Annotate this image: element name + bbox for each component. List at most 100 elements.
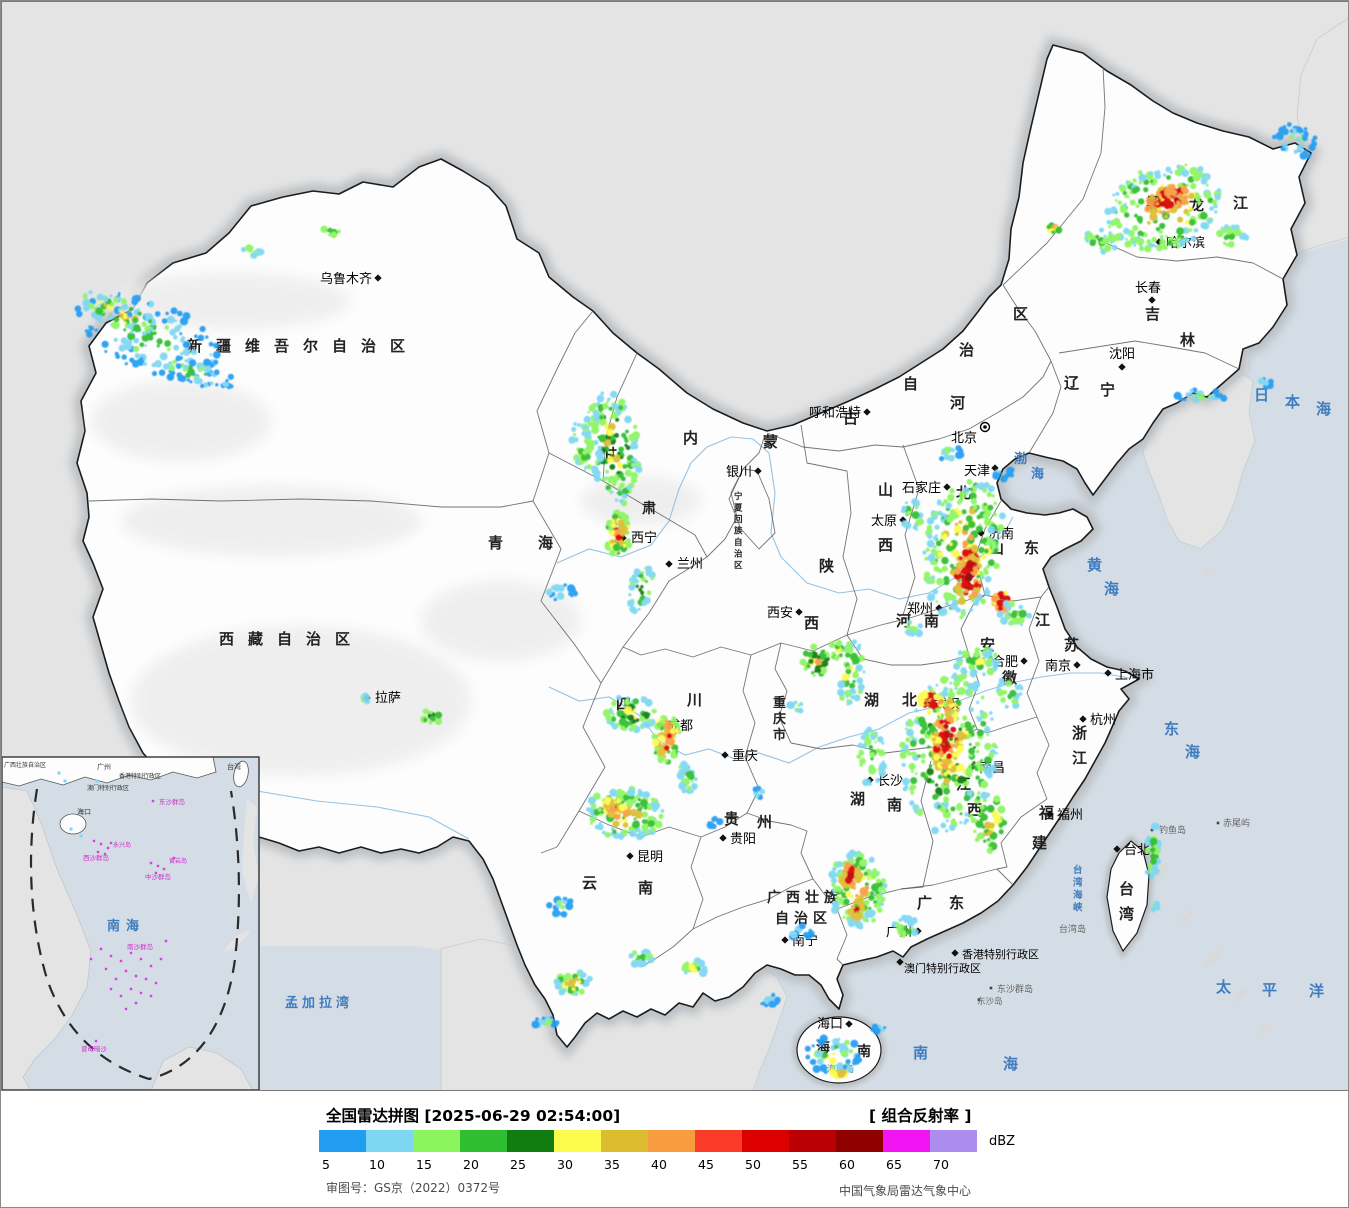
map-label: 海	[1031, 466, 1044, 482]
china-landmass	[76, 44, 1312, 1084]
radar-cluster	[939, 445, 965, 462]
city-marker	[1073, 661, 1081, 669]
city-label: 重庆	[732, 748, 758, 764]
radar-cluster	[676, 760, 698, 795]
city-label: 福州	[1057, 808, 1083, 823]
radar-cluster	[1272, 122, 1318, 160]
map-label: 孟加拉湾	[285, 995, 353, 1011]
city-marker	[896, 958, 904, 966]
map-label: 台	[1119, 880, 1134, 898]
radar-cluster	[360, 692, 371, 705]
radar-cluster	[1084, 227, 1118, 255]
radar-cluster	[996, 600, 1033, 627]
map-label: 青	[488, 534, 503, 552]
island-dot-layer	[977, 821, 1220, 1002]
map-label: 辽	[1064, 374, 1079, 392]
map-label: 湖	[850, 790, 865, 808]
map-label: 东沙岛	[977, 996, 1003, 1007]
map-label: 西沙群岛	[83, 853, 109, 862]
map-label: 广	[917, 894, 932, 912]
radar-cluster	[804, 1034, 863, 1074]
radar-cluster	[1216, 224, 1250, 248]
city-label: 上海市	[1115, 667, 1154, 683]
map-label: 太	[1216, 978, 1232, 996]
nine-dash-line	[29, 788, 241, 1081]
map-label: 南	[913, 1044, 928, 1062]
map-label: 夏	[733, 504, 743, 514]
radar-cluster	[837, 639, 866, 706]
map-label: 苏	[1064, 636, 1079, 654]
city-marker	[665, 560, 673, 568]
map-label: 宁	[734, 491, 743, 502]
map-label: 东	[1164, 720, 1179, 738]
city-marker	[374, 274, 382, 282]
legend-swatch-30	[554, 1130, 601, 1152]
map-label: 新疆维吾尔自治区	[187, 337, 419, 355]
radar-cluster	[828, 639, 845, 661]
city-marker	[943, 483, 951, 491]
map-label: 市	[773, 727, 786, 743]
radar-center-credit: 中国气象局雷达气象中心	[839, 1184, 972, 1198]
radar-cluster	[568, 422, 605, 479]
map-label: 北	[902, 691, 917, 709]
city-marker	[1079, 715, 1087, 723]
map-label: 回	[734, 515, 743, 525]
map-label: 州	[756, 813, 772, 831]
city-marker	[1020, 657, 1028, 665]
radar-cluster	[546, 896, 574, 918]
radar-cluster	[995, 677, 1024, 710]
legend-swatch-15	[413, 1130, 460, 1152]
radar-cluster	[786, 700, 804, 714]
china-radar-map-canvas: 新疆维吾尔自治区西藏自治区青海甘肃内蒙古自治区宁夏回族自治区陕西山西河北山东河南…	[1, 1, 1348, 1091]
map-label: 治	[959, 341, 974, 359]
map-approval-number: 审图号：GS京（2022）0372号	[326, 1181, 500, 1195]
map-label: 南	[887, 796, 902, 814]
map-label: 蒙	[763, 433, 778, 451]
map-label: 贵	[724, 810, 739, 828]
legend-swatch-35	[601, 1130, 648, 1152]
radar-cluster	[922, 479, 1006, 620]
radar-cluster	[601, 796, 627, 818]
map-frame	[1, 1, 1348, 1091]
legend-tick: 45	[698, 1157, 714, 1172]
legend-swatch-60	[836, 1130, 883, 1152]
city-marker	[1104, 669, 1112, 677]
radar-cluster	[1046, 222, 1063, 235]
city-label: 兰州	[677, 557, 703, 572]
city-label: 呼和浩特	[809, 406, 861, 421]
map-label: 重	[773, 695, 786, 711]
map-label: 林	[1180, 331, 1196, 349]
legend-swatch-20	[460, 1130, 507, 1152]
radar-cluster	[930, 698, 965, 776]
dbz-unit-label: dBZ	[989, 1134, 1016, 1149]
map-label: 区	[734, 561, 743, 571]
city-label: 石家庄	[902, 480, 941, 496]
legend-swatch-10	[366, 1130, 413, 1152]
city-marker	[754, 467, 762, 475]
legend-swatch-65	[883, 1130, 930, 1152]
map-label: 东	[1024, 539, 1039, 557]
dbz-colorbar	[319, 1130, 977, 1152]
map-label: 海	[1185, 743, 1200, 761]
map-label: 西	[804, 614, 819, 632]
radar-cluster	[545, 583, 578, 602]
map-label: 赤尾屿	[1223, 818, 1250, 829]
map-label: 东沙群岛	[159, 797, 185, 806]
map-label: 自治区	[775, 910, 832, 927]
map-label: 族	[734, 526, 743, 537]
radar-cluster	[951, 544, 982, 605]
legend-swatch-45	[695, 1130, 742, 1152]
map-label: 江	[1035, 611, 1050, 629]
map-label: 浙	[1072, 724, 1087, 742]
map-label: 黄岩岛	[169, 857, 187, 865]
radar-cluster	[240, 244, 265, 259]
legend-swatch-55	[789, 1130, 836, 1152]
city-label: 澳门特别行政区	[904, 961, 981, 975]
city-marker	[1113, 845, 1121, 853]
city-label: 郑州	[907, 602, 933, 617]
legend-swatch-5	[319, 1130, 366, 1152]
city-marker	[719, 834, 727, 842]
